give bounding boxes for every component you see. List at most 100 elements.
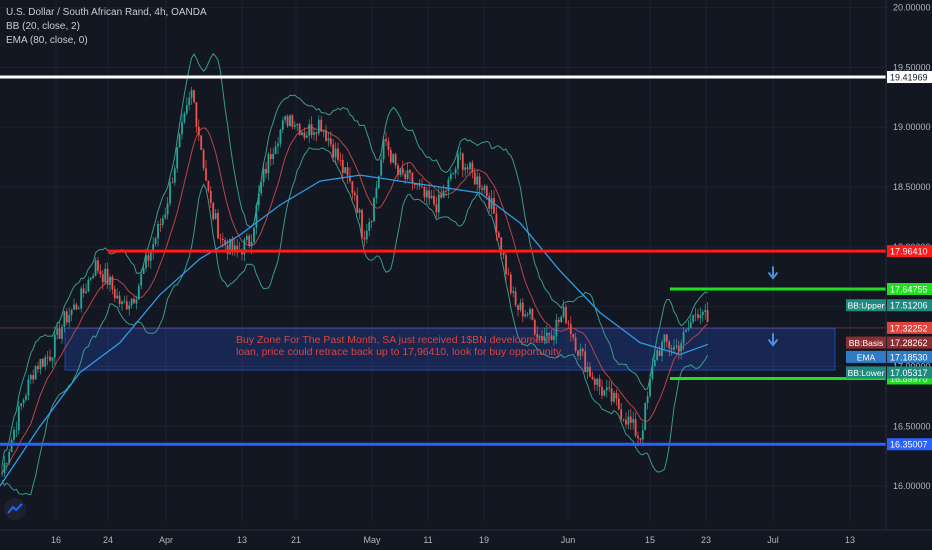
candle-body	[608, 387, 611, 389]
candle-body	[541, 336, 543, 341]
candle-body	[469, 162, 471, 170]
y-tick-label: 16.50000	[893, 421, 931, 431]
candle-body	[147, 255, 150, 261]
y-tick-label: 16.00000	[893, 481, 931, 491]
symbol-title[interactable]: U.S. Dollar / South African Rand, 4h, OA…	[6, 7, 207, 18]
candle-body	[637, 435, 639, 439]
buy-zone	[64, 327, 836, 371]
candle-body	[157, 224, 159, 239]
candle-body	[406, 170, 409, 179]
candle-body	[425, 190, 428, 198]
candle-body	[173, 168, 176, 183]
candle-body	[677, 345, 680, 352]
candle-body	[574, 337, 577, 351]
candle-body	[332, 144, 335, 158]
candle-body	[682, 332, 685, 344]
price-tag-value: 17.18530	[890, 352, 928, 362]
candle-body	[560, 316, 563, 323]
candle-body	[169, 182, 171, 204]
ema-indicator-label[interactable]: EMA (80, close, 0)	[6, 35, 88, 46]
candle-body	[409, 170, 411, 173]
indicator-name-label: BB:Basis	[849, 338, 884, 348]
candle-body	[1, 473, 3, 474]
x-tick-label: 13	[237, 535, 247, 545]
candle-body	[89, 278, 92, 280]
candle-body	[418, 184, 421, 187]
candle-body	[649, 378, 651, 397]
candle-body	[548, 332, 551, 336]
candle-body	[116, 295, 119, 299]
candle-body	[404, 173, 407, 179]
candle-body	[221, 238, 224, 240]
candle-body	[106, 268, 109, 285]
candle-body	[209, 190, 212, 203]
legend: U.S. Dollar / South African Rand, 4h, OA…	[6, 6, 207, 48]
candle-body	[598, 378, 601, 387]
candle-body	[327, 138, 330, 141]
price-tag	[887, 321, 932, 334]
candle-body	[377, 175, 380, 188]
candle-body	[27, 379, 30, 396]
candle-body	[255, 205, 258, 228]
price-tag	[887, 366, 932, 379]
candle-body	[502, 252, 505, 256]
candle-body	[517, 305, 519, 311]
candle-body	[459, 153, 462, 155]
candle-body	[99, 271, 102, 275]
candle-body	[358, 209, 361, 213]
candle-body	[529, 309, 531, 315]
candle-body	[665, 334, 668, 342]
candle-body	[641, 430, 644, 440]
candle-body	[356, 195, 359, 213]
indicator-name-tag	[846, 366, 886, 379]
candle-body	[445, 190, 447, 192]
candle-body	[656, 350, 659, 360]
candle-body	[596, 378, 599, 385]
candle-body	[145, 255, 147, 268]
candle-body	[449, 173, 452, 180]
candle-body	[85, 291, 87, 294]
candle-body	[545, 332, 548, 337]
x-tick-label: 24	[103, 535, 113, 545]
candle-body	[613, 392, 615, 402]
candle-body	[385, 139, 387, 142]
candle-body	[17, 406, 20, 430]
candle-body	[253, 227, 255, 242]
candle-body	[380, 159, 383, 176]
candle-body	[569, 323, 572, 334]
candle-body	[430, 195, 433, 199]
candle-body	[121, 301, 123, 305]
bb-indicator-label[interactable]: BB (20, close, 2)	[6, 21, 80, 32]
candle-body	[349, 175, 351, 182]
tradingview-logo[interactable]	[4, 498, 26, 520]
candle-body	[689, 322, 692, 328]
candle-body	[512, 291, 515, 293]
candle-body	[130, 298, 133, 306]
level-tag	[887, 438, 932, 451]
candle-body	[615, 392, 618, 399]
price-tag	[887, 350, 932, 363]
candle-body	[236, 245, 239, 250]
candle-body	[632, 419, 635, 423]
candle-body	[320, 119, 323, 132]
candle-body	[692, 314, 695, 323]
candle-body	[109, 276, 111, 285]
candle-body	[193, 90, 195, 103]
candle-body	[363, 237, 366, 240]
candle-body	[341, 159, 344, 174]
candle-body	[77, 308, 80, 310]
candle-body	[262, 168, 265, 182]
candle-body	[329, 138, 332, 145]
time-axis[interactable]: 16 24 Apr 13 21 May 11 19 Jun 15 23 Jul 13	[51, 535, 855, 545]
candle-body	[97, 260, 99, 272]
candle-body	[368, 222, 371, 231]
candle-body	[10, 439, 13, 453]
candle-body	[245, 235, 248, 240]
candle-body	[277, 143, 279, 147]
candle-body	[490, 197, 493, 209]
candle-body	[493, 197, 495, 214]
candle-body	[8, 452, 11, 464]
candle-body	[301, 132, 303, 136]
